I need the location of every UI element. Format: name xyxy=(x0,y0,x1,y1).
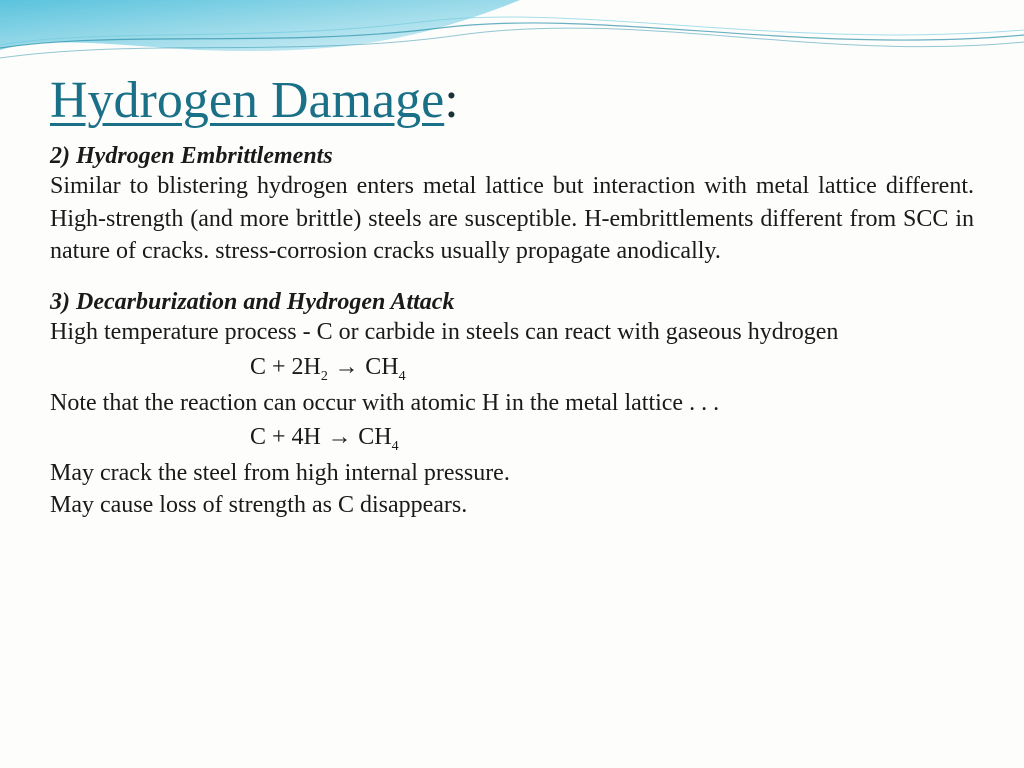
section2-heading: 2) Hydrogen Embrittlements xyxy=(50,143,974,170)
section3-heading: 3) Decarburization and Hydrogen Attack xyxy=(50,289,974,316)
section3-body4: May cause loss of strength as C disappea… xyxy=(50,489,974,521)
eq1-arrow: → xyxy=(328,353,365,380)
slide-title: Hydrogen Damage: xyxy=(50,72,974,129)
slide-content: Hydrogen Damage: 2) Hydrogen Embrittleme… xyxy=(0,0,1024,562)
eq1-sub1: 2 xyxy=(321,369,328,384)
title-colon: : xyxy=(444,72,458,129)
eq2-sub: 4 xyxy=(392,439,399,454)
eq2-arrow: → xyxy=(321,423,358,450)
section3-body3: May crack the steel from high internal p… xyxy=(50,457,974,489)
eq2-right: CH xyxy=(358,424,391,450)
title-text: Hydrogen Damage xyxy=(50,72,444,129)
equation-2: C + 4H → CH4 xyxy=(50,419,974,457)
section3-body2: Note that the reaction can occur with at… xyxy=(50,387,974,419)
eq1-left: C + 2H xyxy=(250,354,321,380)
equation-1: C + 2H2 → CH4 xyxy=(50,349,974,387)
section2-body: Similar to blistering hydrogen enters me… xyxy=(50,170,974,267)
section3-body1: High temperature process - C or carbide … xyxy=(50,316,974,348)
eq1-sub2: 4 xyxy=(399,369,406,384)
eq2-left: C + 4H xyxy=(250,424,321,450)
eq1-right: CH xyxy=(365,354,398,380)
